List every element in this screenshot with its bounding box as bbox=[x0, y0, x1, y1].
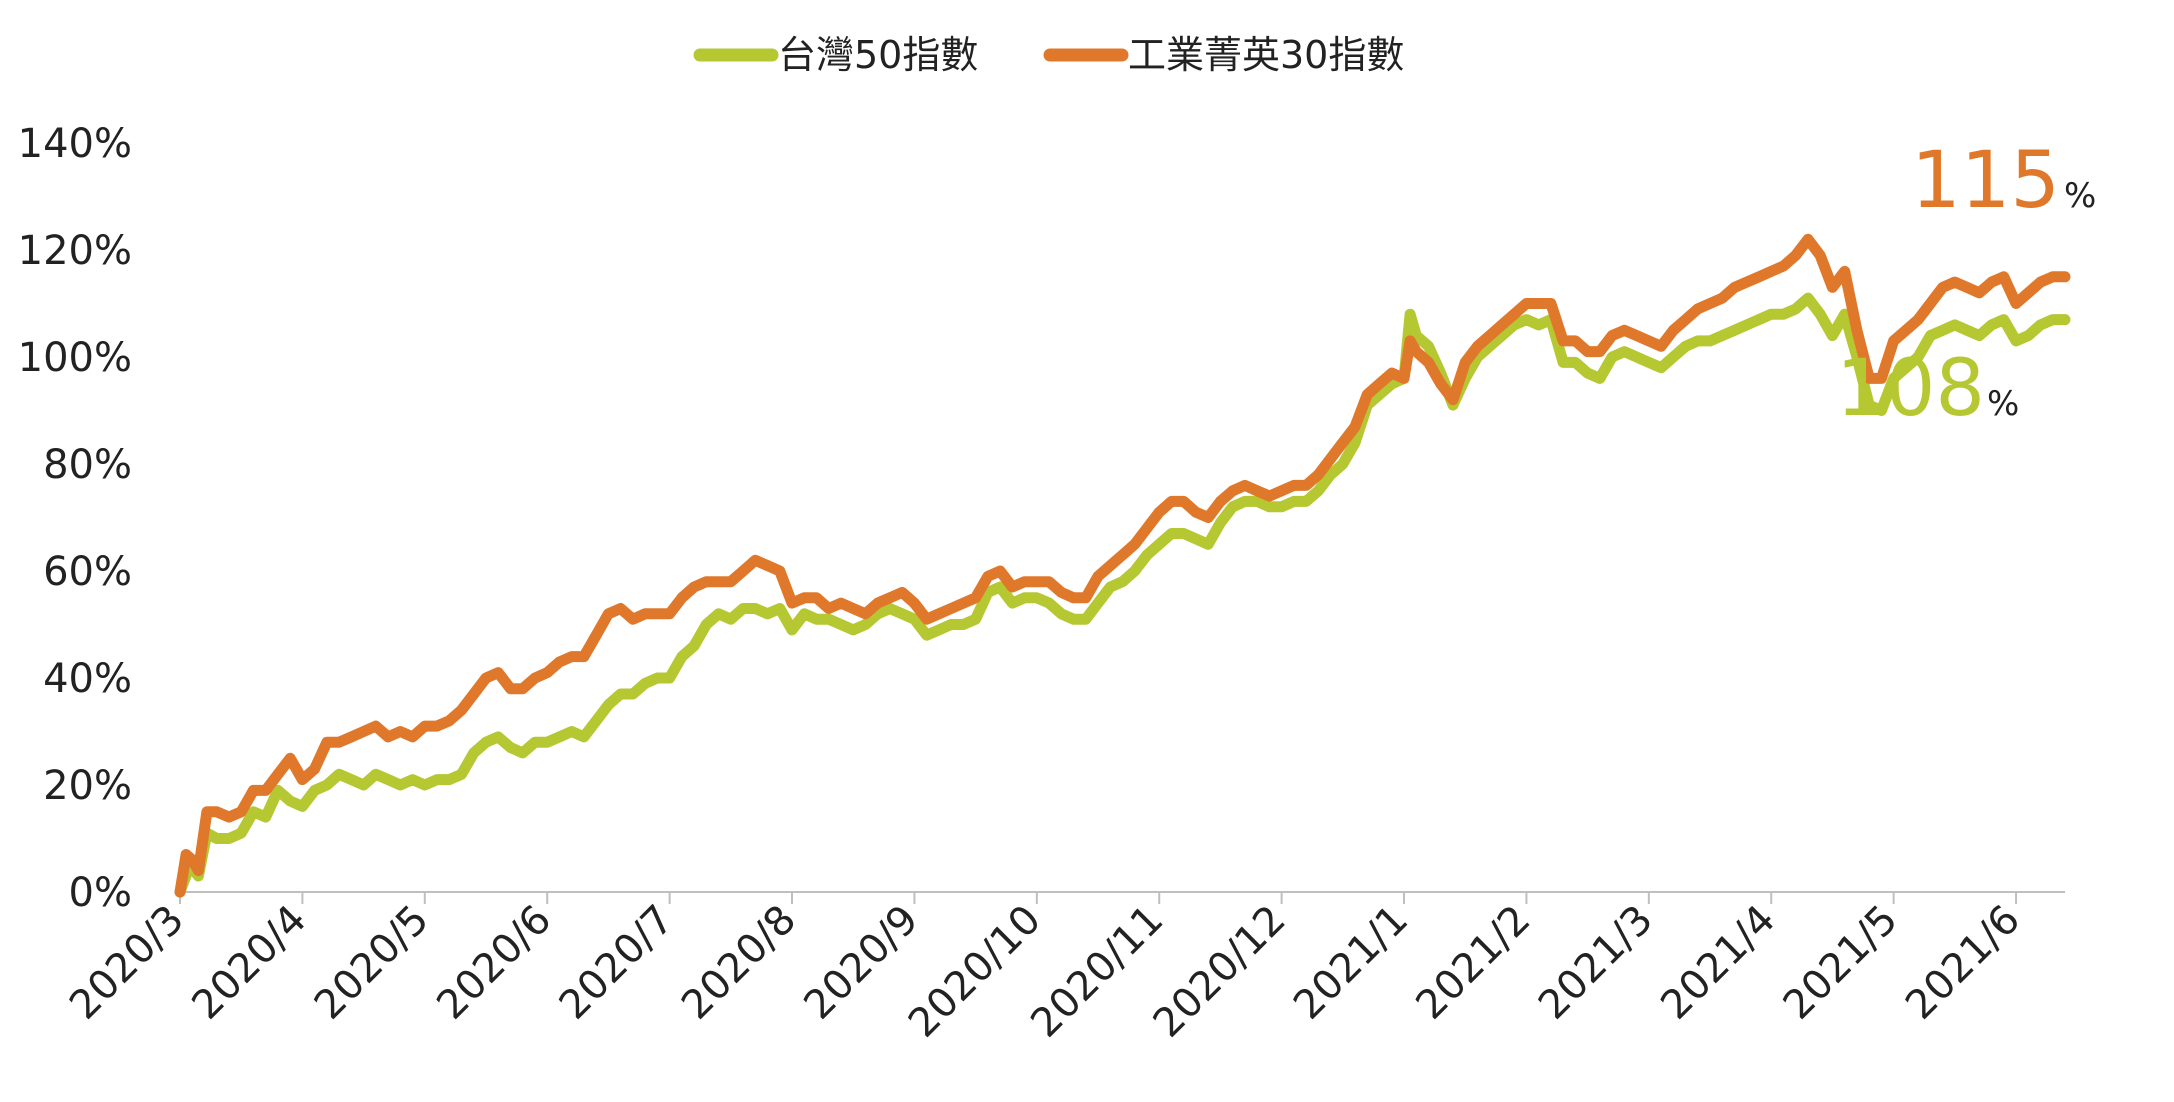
end-value-unit: % bbox=[1987, 384, 2019, 424]
x-tick-label: 2020/7 bbox=[551, 897, 683, 1029]
legend-item: 工業菁英30指數 bbox=[1043, 33, 1404, 77]
x-tick-label: 2021/5 bbox=[1775, 897, 1907, 1029]
end-value-label: 115 bbox=[1911, 136, 2060, 226]
x-tick-label: 2021/3 bbox=[1530, 897, 1662, 1029]
x-tick-label: 2020/8 bbox=[673, 897, 805, 1029]
x-tick-label: 2020/3 bbox=[61, 897, 193, 1029]
end-labels: 108 %115% bbox=[1836, 136, 2096, 434]
y-tick-label: 120% bbox=[18, 228, 132, 274]
legend-label: 工業菁英30指數 bbox=[1128, 33, 1404, 77]
x-tick-label: 2021/4 bbox=[1652, 897, 1784, 1029]
series-line-industrial-elite30 bbox=[174, 233, 2071, 898]
y-tick-label: 140% bbox=[18, 121, 132, 167]
x-tick-label: 2021/2 bbox=[1407, 897, 1539, 1029]
x-tick-label: 2020/4 bbox=[183, 897, 315, 1029]
x-tick-label: 2020/11 bbox=[1022, 897, 1172, 1047]
series-layer bbox=[174, 233, 2071, 898]
y-tick-label: 100% bbox=[18, 335, 132, 381]
y-tick-label: 20% bbox=[43, 763, 132, 809]
legend-item: 台灣50指數 bbox=[693, 33, 978, 77]
y-tick-label: 60% bbox=[43, 549, 132, 595]
end-value-label: 108 bbox=[1836, 344, 1985, 434]
x-tick-label: 2021/6 bbox=[1897, 897, 2029, 1029]
x-tick-label: 2020/10 bbox=[900, 897, 1050, 1047]
series-line-taiwan50 bbox=[174, 292, 2071, 898]
y-tick-label: 40% bbox=[43, 656, 132, 702]
legend-label: 台灣50指數 bbox=[778, 33, 978, 77]
y-axis: 0% 20% 40% 60% 80% 100% 120% 140% bbox=[18, 121, 132, 916]
y-tick-label: 0% bbox=[69, 870, 132, 916]
y-tick-label: 80% bbox=[43, 442, 132, 488]
x-tick-label: 2020/12 bbox=[1145, 897, 1295, 1047]
x-tick-label: 2020/5 bbox=[306, 897, 438, 1029]
x-tick-label: 2020/6 bbox=[428, 897, 560, 1029]
legend: 台灣50指數 工業菁英30指數 bbox=[693, 33, 1404, 77]
x-tick-label: 2021/1 bbox=[1285, 897, 1417, 1029]
end-value-unit: % bbox=[2064, 176, 2096, 216]
